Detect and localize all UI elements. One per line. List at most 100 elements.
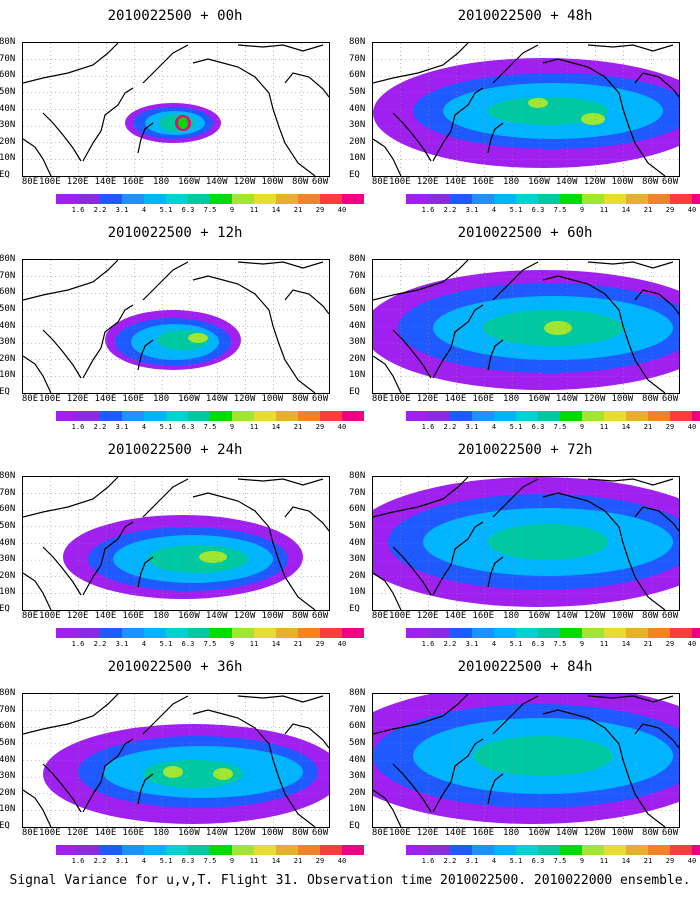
coastline — [587, 478, 674, 486]
variance-contour — [488, 524, 608, 560]
coastline — [487, 122, 504, 154]
coastline — [492, 261, 539, 301]
colorbar-swatch — [516, 845, 538, 855]
colorbar-label: 29 — [315, 423, 325, 431]
colorbar-swatch — [276, 845, 298, 855]
lon-tick-label: 140E — [94, 828, 117, 838]
colorbar-swatch — [144, 845, 166, 855]
colorbar-label: 21 — [293, 423, 303, 431]
colorbar-swatch — [122, 194, 144, 204]
lon-tick-label: 140W — [555, 611, 578, 621]
map-plot-area — [372, 259, 680, 394]
colorbar-swatch — [450, 194, 472, 204]
colorbar-label: 14 — [271, 423, 281, 431]
lat-tick-label: EQ — [349, 170, 360, 180]
coastline — [373, 789, 402, 827]
colorbar-label: 4 — [491, 423, 497, 431]
lon-tick-label: 120W — [583, 394, 606, 404]
coastline — [192, 709, 316, 827]
lat-tick-label: 20N — [0, 787, 16, 798]
lon-tick-label: 180 — [152, 177, 170, 187]
colorbar-swatch — [298, 628, 320, 638]
lon-tick-label: 100E — [38, 177, 61, 187]
coastline — [492, 478, 539, 518]
variance-contour — [581, 113, 605, 125]
colorbar-label: 40 — [687, 206, 697, 214]
lon-tick-label: 140E — [94, 177, 117, 187]
colorbar-swatch — [428, 411, 450, 421]
colorbar-swatch — [538, 628, 560, 638]
variance-contour — [473, 736, 613, 776]
lon-tick-label: 120E — [416, 394, 439, 404]
variance-map — [373, 694, 679, 827]
colorbar-swatch — [122, 628, 144, 638]
lon-tick-label: 140W — [205, 828, 228, 838]
map-plot-area — [22, 693, 330, 828]
colorbar-label: 11 — [249, 857, 259, 865]
lon-tick-label: 100E — [388, 394, 411, 404]
lon-tick-label: 160W — [178, 611, 200, 621]
lat-tick-label: 30N — [349, 771, 366, 782]
colorbar-swatch — [648, 194, 670, 204]
colorbar-label: 11 — [599, 206, 609, 214]
colorbar-label: 4 — [141, 640, 147, 648]
coastline — [23, 694, 119, 735]
coastline — [634, 723, 679, 749]
lon-tick-label: 80W — [642, 394, 659, 404]
colorbar-label: 1.6 — [71, 206, 85, 214]
lon-tick-label: 80E — [371, 828, 389, 838]
colorbar-label: 9 — [579, 857, 585, 865]
lon-tick-label: 60W — [311, 828, 329, 838]
coastline — [542, 492, 666, 610]
lat-tick-label: 60N — [349, 721, 366, 732]
colorbar-swatch — [232, 411, 254, 421]
lon-tick-label: 100E — [388, 611, 411, 621]
lon-tick-label: 100E — [38, 394, 61, 404]
lon-tick-label: 100W — [611, 611, 634, 621]
coastline — [392, 112, 432, 162]
colorbar-swatch — [166, 194, 188, 204]
coastline — [432, 304, 484, 379]
lat-tick-label: 50N — [349, 303, 366, 314]
coastline — [137, 122, 154, 154]
lon-tick-label: 120E — [66, 828, 89, 838]
colorbar-swatch — [428, 628, 450, 638]
colorbar-swatch — [210, 845, 232, 855]
lat-tick-label: 70N — [349, 53, 366, 64]
colorbar-swatch — [626, 845, 648, 855]
colorbar-label: 3.1 — [465, 640, 479, 648]
lon-tick-label: 80E — [371, 611, 389, 621]
lon-tick-label: 120W — [233, 611, 256, 621]
colorbar-label: 7.5 — [203, 206, 217, 214]
colorbar — [56, 628, 364, 638]
coastline — [492, 695, 539, 735]
lon-tick-label: 180 — [502, 828, 520, 838]
colorbar-swatch — [472, 411, 494, 421]
colorbar-swatch — [254, 411, 276, 421]
colorbar-label: 5.1 — [509, 206, 523, 214]
coastline — [23, 260, 119, 301]
lon-tick-label: 80E — [21, 611, 39, 621]
lon-tick-label: 60W — [311, 394, 329, 404]
lon-tick-label: 80E — [371, 177, 389, 187]
colorbar-label: 29 — [665, 640, 675, 648]
coastline — [142, 695, 189, 735]
lon-tick-label: 100E — [38, 611, 61, 621]
colorbar-swatch — [494, 411, 516, 421]
coastline — [587, 261, 674, 269]
colorbar-swatch — [494, 845, 516, 855]
lon-tick-label: 60W — [661, 611, 679, 621]
colorbar-label: 6.3 — [181, 423, 195, 431]
colorbar-label: 40 — [337, 640, 347, 648]
lon-tick-label: 100W — [261, 177, 284, 187]
lat-tick-label: 50N — [0, 86, 16, 97]
lon-tick-label: 80W — [292, 394, 309, 404]
coastline — [284, 506, 329, 532]
coastline — [373, 477, 469, 518]
colorbar-label: 6.3 — [181, 206, 195, 214]
colorbar-label: 9 — [229, 857, 235, 865]
colorbar-label: 1.6 — [421, 640, 435, 648]
colorbar-swatch — [254, 628, 276, 638]
lon-tick-label: 180 — [152, 611, 170, 621]
lon-tick-label: 180 — [502, 177, 520, 187]
